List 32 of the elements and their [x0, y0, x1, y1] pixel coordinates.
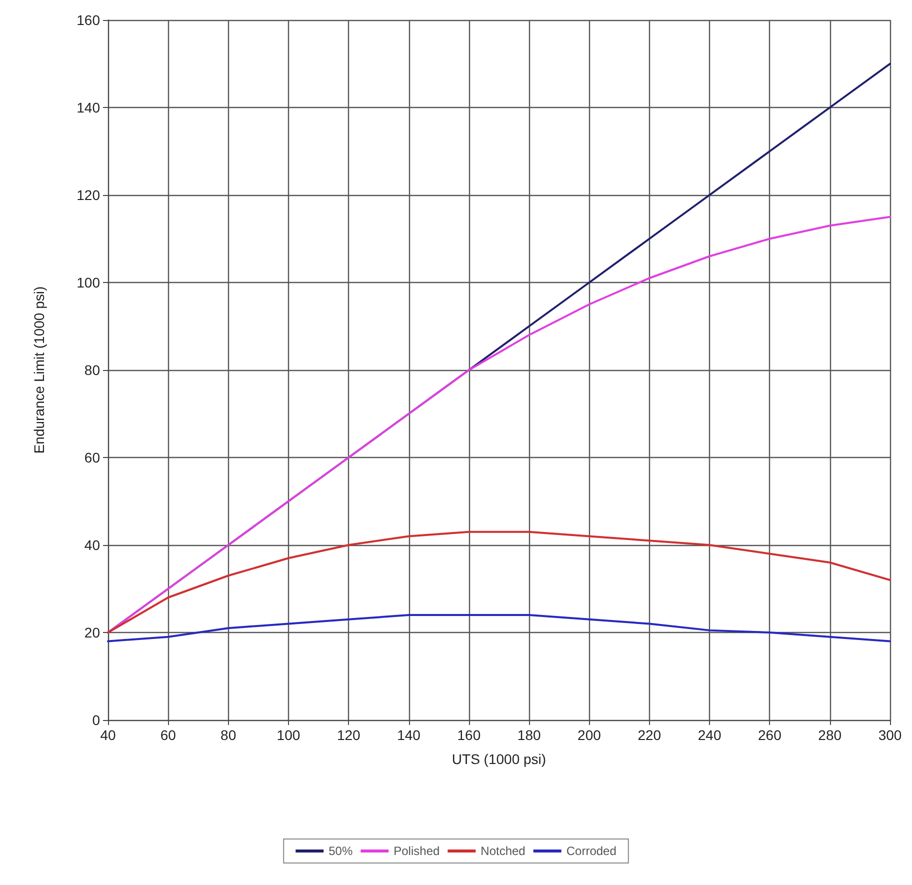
y-tick-label: 100 [76, 274, 100, 290]
x-tick-label: 100 [276, 727, 300, 743]
x-tick-label: 280 [818, 727, 842, 743]
line-series [107, 614, 891, 642]
y-tick-label: 140 [76, 100, 100, 116]
x-tick-label: 200 [578, 727, 602, 743]
x-tick-label: 160 [457, 727, 481, 743]
line-series [107, 530, 891, 634]
y-tick-label: 0 [92, 712, 100, 728]
y-tick-label: 120 [76, 187, 100, 203]
x-tick-label: 140 [397, 727, 421, 743]
x-tick-label: 40 [100, 727, 116, 743]
y-axis-title: Endurance Limit (1000 psi) [31, 286, 47, 454]
x-tick-label: 300 [878, 727, 902, 743]
y-tick-label: 160 [76, 12, 100, 28]
y-tick-label: 40 [84, 537, 100, 553]
line-series [107, 216, 891, 634]
legend-label: 50% [328, 844, 353, 858]
x-tick-label: 80 [220, 727, 236, 743]
x-tick-label: 220 [638, 727, 662, 743]
y-tick-label: 60 [84, 450, 100, 466]
legend-label: Corroded [566, 844, 616, 858]
x-axis-title: UTS (1000 psi) [452, 751, 546, 767]
x-tick-label: 180 [517, 727, 541, 743]
y-tick-label: 20 [84, 624, 100, 640]
x-tick-label: 120 [336, 727, 361, 743]
x-tick-label: 260 [758, 727, 782, 743]
legend-label: Notched [480, 844, 526, 858]
legend-label: Polished [394, 844, 440, 858]
y-tick-label: 80 [84, 362, 100, 378]
x-tick-label: 240 [698, 727, 722, 743]
x-tick-label: 60 [160, 727, 176, 743]
